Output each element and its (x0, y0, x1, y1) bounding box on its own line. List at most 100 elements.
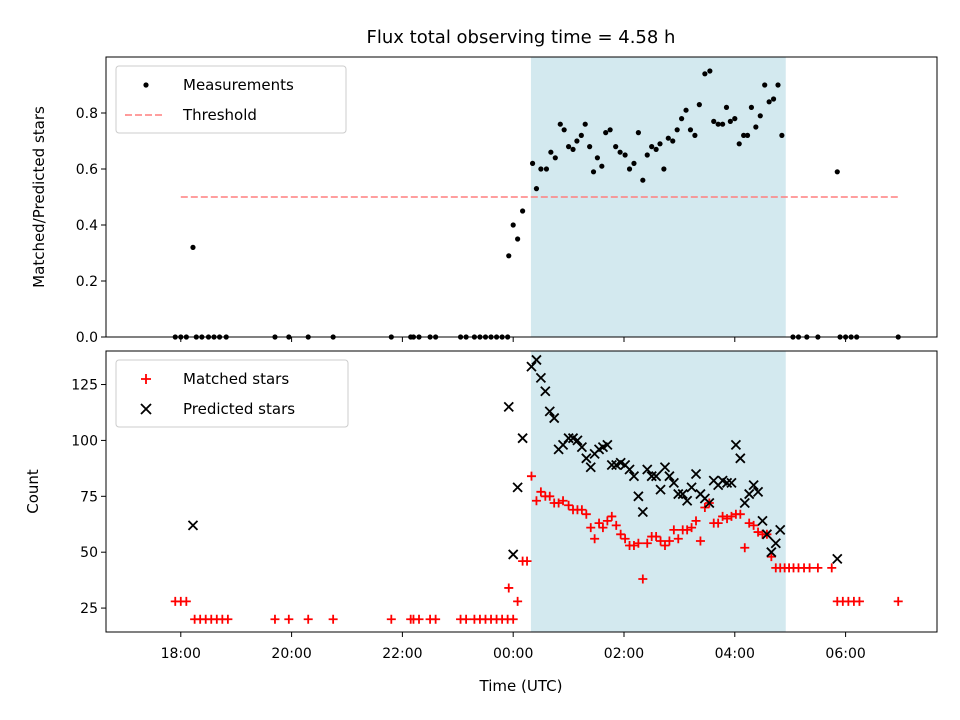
matched-star-marker (642, 538, 652, 548)
predicted-star-marker (739, 497, 750, 509)
predicted-star-marker (832, 553, 843, 565)
measurement-point (744, 132, 751, 138)
matched-star-marker (813, 563, 823, 573)
matched-star-marker (695, 536, 705, 546)
measurement-point (570, 146, 576, 152)
predicted-star-marker (677, 488, 688, 500)
matched-star-marker (223, 614, 233, 624)
top-legend-marker-measurements (143, 82, 149, 88)
matched-star-marker (504, 583, 514, 593)
predicted-star-marker (673, 488, 684, 500)
measurements-layer (172, 68, 901, 340)
top-y-tick-label: 0.4 (76, 218, 98, 234)
predicted-star-marker (508, 549, 519, 560)
matched-star-marker (893, 596, 903, 606)
top-axes-frame (105, 56, 938, 338)
top-y-tick-label: 0.2 (76, 274, 98, 290)
matched-star-marker (564, 500, 574, 510)
measurement-point (715, 121, 721, 127)
measurement-point (640, 177, 646, 183)
measurement-point (587, 144, 593, 150)
bottom-y-axis: 25 50 75 100 125 (71, 378, 106, 617)
measurement-point (779, 132, 785, 138)
x-tick-label: 00:00 (493, 646, 533, 662)
matched-star-marker (586, 523, 596, 533)
measurement-point (590, 169, 597, 175)
predicted-star-marker (531, 354, 542, 366)
measurement-point (635, 130, 641, 136)
measurement-point (520, 208, 526, 214)
predicted-star-marker (628, 471, 640, 482)
measurement-point (599, 163, 605, 169)
predicted-star-marker (540, 386, 551, 397)
predicted-star-marker (704, 497, 715, 509)
measurement-point (720, 121, 726, 127)
measurement-point (607, 127, 613, 133)
top-legend-label: Threshold (182, 106, 257, 124)
predicted-star-marker (761, 529, 773, 540)
matched-star-marker (602, 516, 612, 526)
predicted-star-marker (633, 491, 644, 502)
measurement-point (561, 127, 567, 133)
measurement-point (626, 166, 633, 172)
measurement-point (683, 107, 689, 113)
matched-star-marker (611, 520, 621, 530)
measurement-point (557, 121, 563, 127)
measurement-point (548, 149, 554, 155)
measurement-point (552, 155, 558, 161)
top-panel: 0.00.20.40.60.8 Matched/Predicted stars … (30, 56, 938, 346)
matched-star-marker (616, 529, 626, 539)
bot-y-tick-label: 100 (71, 433, 98, 449)
matched-star-marker (656, 536, 666, 546)
measurement-point (748, 104, 755, 110)
matched-star-marker (303, 614, 313, 624)
measurement-point (644, 152, 650, 158)
measurement-point (670, 138, 676, 144)
matched-star-marker (598, 523, 608, 533)
predicted-star-marker (757, 515, 768, 527)
measurement-point (692, 132, 698, 138)
predicted-star-marker (602, 439, 613, 451)
predicted-star-marker (659, 462, 671, 473)
measurement-point (757, 113, 763, 119)
x-tick-label: 18:00 (161, 646, 201, 662)
measurement-point (515, 236, 521, 242)
measurement-point (770, 96, 777, 102)
measurement-point (732, 116, 738, 122)
matched-star-marker (664, 536, 674, 546)
measurement-point (834, 169, 840, 175)
predicted-star-marker (535, 372, 547, 383)
top-y-tick-label: 0.6 (76, 162, 98, 178)
predicted-star-marker (503, 401, 514, 413)
matched-star-marker (827, 563, 837, 573)
measurement-point (543, 166, 550, 172)
measurement-point (603, 130, 609, 136)
measurement-point (679, 116, 685, 122)
predicted-star-marker (686, 482, 697, 493)
matched-star-marker (766, 552, 776, 562)
measurement-point (723, 104, 730, 110)
predicted-star-marker (748, 479, 759, 491)
measurement-point (578, 132, 584, 138)
chart-title: Flux total observing time = 4.58 h (367, 27, 676, 48)
matched-star-marker (740, 543, 750, 553)
matched-star-marker (673, 534, 683, 544)
predicted-star-marker (770, 538, 781, 549)
bot-y-tick-label: 125 (71, 378, 98, 394)
measurement-point (574, 138, 580, 144)
measurement-point (707, 68, 713, 74)
bottom-axes-frame (105, 350, 938, 633)
predicted-star-marker (572, 435, 583, 446)
bottom-legend: Matched stars Predicted stars (115, 359, 349, 428)
matched-star-marker (414, 614, 424, 624)
x-axis-label: Time (UTC) (479, 677, 563, 695)
bottom-legend-label: Predicted stars (183, 400, 295, 418)
matched-star-marker (713, 518, 723, 528)
matched-star-marker (669, 525, 679, 535)
bottom-y-axis-label: Count (24, 469, 42, 514)
top-y-axis: 0.0 0.2 0.4 0.6 0.8 (76, 106, 106, 346)
measurement-point (687, 127, 694, 133)
bottom-x-axis: 18:00 20:00 22:00 00:00 02:00 04:00 06:00 (161, 632, 866, 662)
measurement-point (696, 102, 702, 108)
